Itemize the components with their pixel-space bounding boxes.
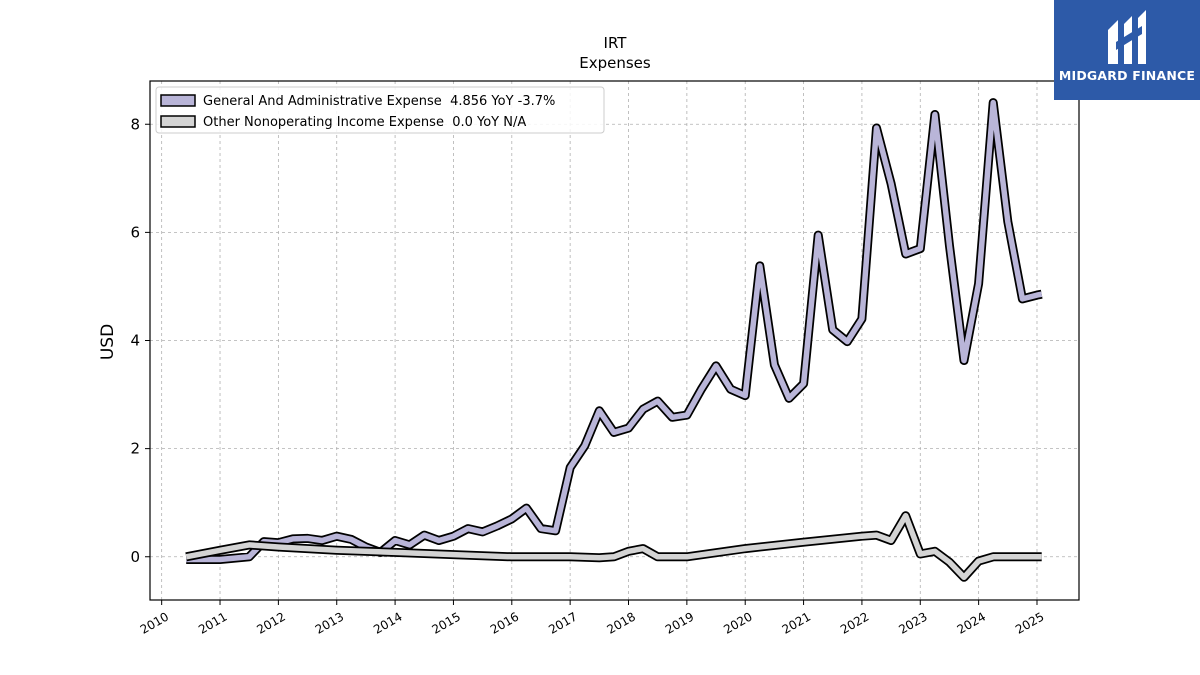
x-tick-label: 2013: [313, 609, 346, 636]
series-1-line: [185, 512, 1042, 581]
x-tick-label: 2023: [896, 609, 929, 636]
x-tick-label: 2018: [605, 609, 638, 636]
x-tick-label: 2022: [838, 609, 871, 636]
x-tick-label: 2011: [196, 609, 229, 636]
y-tick-label: 6: [130, 223, 140, 241]
x-axis: 2010 2011 2012 2013 2014 2015 2016 2017 2018 2019…: [138, 600, 1046, 637]
x-tick-label: 2012: [254, 609, 287, 636]
x-tick-label: 2014: [371, 609, 404, 636]
x-tick-label: 2024: [955, 609, 988, 636]
chart-subtitle: Expenses: [579, 54, 651, 72]
legend: General And Administrative Expense 4.856…: [155, 86, 605, 134]
x-tick-label: 2025: [1013, 609, 1046, 636]
x-tick-label: 2021: [780, 609, 813, 636]
legend-label-1: Other Nonoperating Income Expense 0.0 Yo…: [203, 115, 526, 130]
y-tick-label: 0: [130, 548, 140, 566]
series-0-line: [186, 99, 1043, 563]
x-tick-label: 2016: [488, 609, 521, 636]
brand-logo: MIDGARD FINANCE: [1054, 0, 1200, 100]
series-0-outline: [186, 98, 1043, 564]
y-tick-label: 2: [130, 440, 140, 458]
legend-box: [155, 86, 605, 134]
y-axis-label: USD: [98, 324, 118, 360]
logo-text: MIDGARD FINANCE: [1058, 68, 1196, 83]
x-tick-label: 2020: [721, 609, 754, 636]
x-tick-label: 2017: [546, 609, 579, 636]
series-lines: [185, 98, 1043, 582]
chart-title: IRT: [604, 34, 628, 52]
x-tick-label: 2015: [429, 609, 462, 636]
y-tick-label: 8: [130, 115, 140, 133]
x-tick-label: 2010: [138, 609, 171, 636]
y-axis: 0 2 4 6 8: [130, 115, 150, 566]
legend-swatch-0: [160, 94, 196, 107]
legend-label-0: General And Administrative Expense 4.856…: [203, 94, 555, 109]
legend-swatch-1: [160, 115, 196, 128]
y-tick-label: 4: [130, 332, 140, 350]
x-tick-label: 2019: [663, 609, 696, 636]
logo-mark-icon: [1108, 10, 1146, 64]
